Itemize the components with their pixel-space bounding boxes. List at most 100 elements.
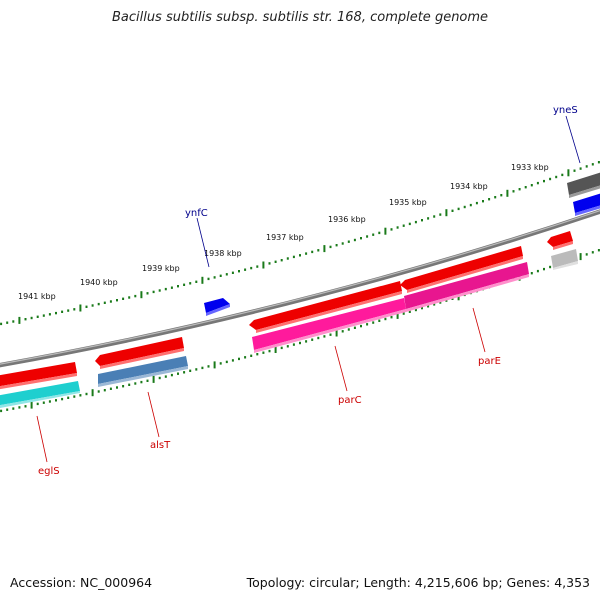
minor-tick: [439, 213, 442, 216]
minor-tick: [207, 365, 210, 368]
minor-tick: [73, 395, 76, 398]
minor-tick: [207, 277, 210, 281]
minor-tick: [414, 308, 417, 312]
minor-tick: [421, 306, 423, 310]
minor-tick: [42, 314, 45, 317]
minor-tick: [353, 238, 356, 242]
major-tick: [152, 375, 155, 383]
minor-tick: [274, 260, 277, 263]
feature-parC-strand[interactable]: [252, 298, 406, 353]
minor-tick: [597, 161, 600, 164]
major-tick: [30, 401, 33, 409]
scale-label: 1941 kbp: [18, 292, 56, 301]
gene-label-ynfC[interactable]: ynfC: [185, 208, 208, 219]
minor-tick: [244, 268, 247, 271]
major-tick: [323, 245, 326, 253]
minor-tick: [366, 323, 369, 326]
gene-label-parE[interactable]: parE: [478, 356, 501, 367]
major-tick: [396, 311, 399, 319]
minor-tick: [36, 402, 39, 406]
minor-tick: [305, 340, 308, 343]
feature-parE-strand[interactable]: [404, 262, 529, 312]
minor-tick: [433, 215, 436, 218]
minor-tick: [109, 300, 112, 303]
minor-tick: [97, 390, 100, 393]
scale-label: 1939 kbp: [142, 264, 180, 273]
minor-tick: [189, 282, 192, 285]
minor-tick: [177, 372, 179, 375]
gene-labels: yneS ynfC parE parC alsT eglS: [38, 105, 578, 477]
minor-tick: [299, 341, 301, 345]
scale-label: 1940 kbp: [80, 278, 118, 287]
minor-tick: [6, 321, 9, 324]
minor-tick: [128, 296, 131, 299]
feature-small-red[interactable]: [547, 231, 573, 250]
minor-tick: [134, 294, 137, 298]
minor-tick: [286, 257, 289, 260]
major-tick: [18, 316, 21, 324]
minor-tick: [597, 249, 600, 252]
upper-tick-row: [0, 161, 600, 326]
minor-tick: [103, 389, 106, 392]
minor-tick: [372, 321, 375, 324]
minor-tick: [463, 205, 466, 209]
minor-tick: [103, 301, 106, 304]
minor-tick: [225, 273, 228, 276]
minor-tick: [518, 188, 521, 191]
minor-tick: [311, 338, 314, 341]
minor-tick: [524, 186, 527, 189]
scale-label: 1938 kbp: [204, 249, 242, 258]
major-tick: [579, 253, 582, 261]
major-tick: [201, 276, 204, 284]
minor-tick: [372, 233, 375, 236]
minor-tick: [85, 392, 88, 396]
page-title: Bacillus subtilis subsp. subtilis str. 1…: [111, 10, 489, 25]
minor-tick: [427, 217, 430, 220]
minor-tick: [195, 368, 198, 371]
minor-tick: [268, 349, 271, 353]
minor-tick: [12, 320, 15, 323]
minor-tick: [67, 396, 70, 399]
minor-tick: [475, 201, 478, 205]
minor-tick: [329, 245, 332, 249]
feature-ynfC[interactable]: [204, 298, 230, 316]
minor-tick: [12, 407, 15, 410]
minor-tick: [55, 399, 57, 402]
feature-alsT-strand[interactable]: [98, 356, 188, 387]
minor-tick: [549, 177, 552, 181]
major-tick: [262, 261, 265, 269]
minor-tick: [494, 196, 497, 199]
gene-label-eglS[interactable]: eglS: [38, 466, 60, 477]
feature-blue-right[interactable]: [573, 192, 600, 216]
minor-tick: [451, 297, 454, 300]
minor-tick: [579, 167, 582, 170]
gene-label-yneS[interactable]: yneS: [553, 105, 578, 116]
feature-light-gray[interactable]: [551, 249, 578, 270]
feature-cyan[interactable]: [0, 381, 80, 409]
minor-tick: [97, 302, 100, 306]
minor-tick: [427, 305, 430, 308]
minor-tick: [158, 289, 161, 292]
minor-tick: [341, 330, 344, 333]
minor-tick: [6, 408, 9, 411]
minor-tick: [73, 308, 76, 311]
minor-tick: [231, 359, 234, 362]
major-tick: [506, 189, 509, 197]
minor-tick: [445, 299, 448, 302]
scale-label: 1935 kbp: [389, 198, 427, 207]
gene-label-parC[interactable]: parC: [338, 395, 362, 406]
minor-tick: [116, 386, 118, 389]
minor-tick: [256, 353, 259, 356]
minor-tick: [317, 336, 320, 340]
feature-alsT[interactable]: [95, 337, 184, 369]
minor-tick: [488, 198, 491, 201]
feature-parE[interactable]: [400, 246, 523, 293]
feature-eglS[interactable]: [0, 362, 77, 390]
feature-parC[interactable]: [249, 281, 402, 333]
genome-backbone: [0, 209, 600, 368]
minor-tick: [24, 318, 27, 321]
feature-dark-gray[interactable]: [567, 171, 600, 198]
gene-label-alsT[interactable]: alsT: [150, 440, 171, 451]
